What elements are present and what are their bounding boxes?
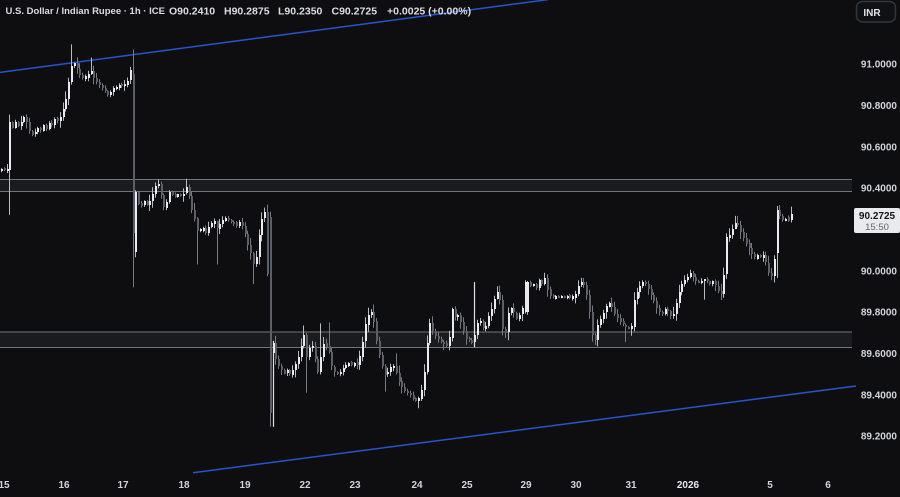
svg-text:89.8000: 89.8000 (861, 308, 898, 319)
svg-text:29: 29 (520, 480, 532, 491)
svg-text:90.2725: 90.2725 (859, 211, 896, 222)
svg-text:5: 5 (767, 480, 773, 491)
svg-text:89.2000: 89.2000 (861, 432, 898, 443)
svg-text:H90.2875: H90.2875 (224, 5, 270, 17)
svg-text:U.S. Dollar / Indian Rupee · 1: U.S. Dollar / Indian Rupee · 1h · ICE (6, 6, 165, 17)
svg-text:15:50: 15:50 (865, 222, 889, 233)
svg-text:90.6000: 90.6000 (861, 142, 898, 153)
svg-text:23: 23 (349, 480, 361, 491)
svg-text:89.6000: 89.6000 (861, 349, 898, 360)
svg-text:17: 17 (117, 480, 129, 491)
svg-text:89.4000: 89.4000 (861, 390, 898, 401)
svg-text:15: 15 (0, 480, 10, 491)
svg-text:25: 25 (461, 480, 473, 491)
svg-text:C90.2725: C90.2725 (332, 5, 378, 17)
svg-text:30: 30 (570, 480, 582, 491)
svg-text:19: 19 (239, 480, 251, 491)
svg-text:+0.0025 (+0.00%): +0.0025 (+0.00%) (387, 5, 471, 17)
svg-text:90.8000: 90.8000 (861, 101, 898, 112)
svg-text:16: 16 (58, 480, 70, 491)
svg-text:6: 6 (825, 480, 831, 491)
svg-text:90.0000: 90.0000 (861, 266, 898, 277)
svg-text:INR: INR (863, 8, 881, 19)
svg-text:31: 31 (625, 480, 637, 491)
svg-text:24: 24 (411, 480, 423, 491)
svg-text:L90.2350: L90.2350 (278, 5, 323, 17)
svg-text:18: 18 (178, 480, 190, 491)
svg-text:22: 22 (299, 480, 311, 491)
svg-text:O90.2410: O90.2410 (169, 5, 215, 17)
svg-text:90.4000: 90.4000 (861, 184, 898, 195)
svg-text:2026: 2026 (677, 480, 700, 491)
svg-text:91.0000: 91.0000 (861, 60, 898, 71)
